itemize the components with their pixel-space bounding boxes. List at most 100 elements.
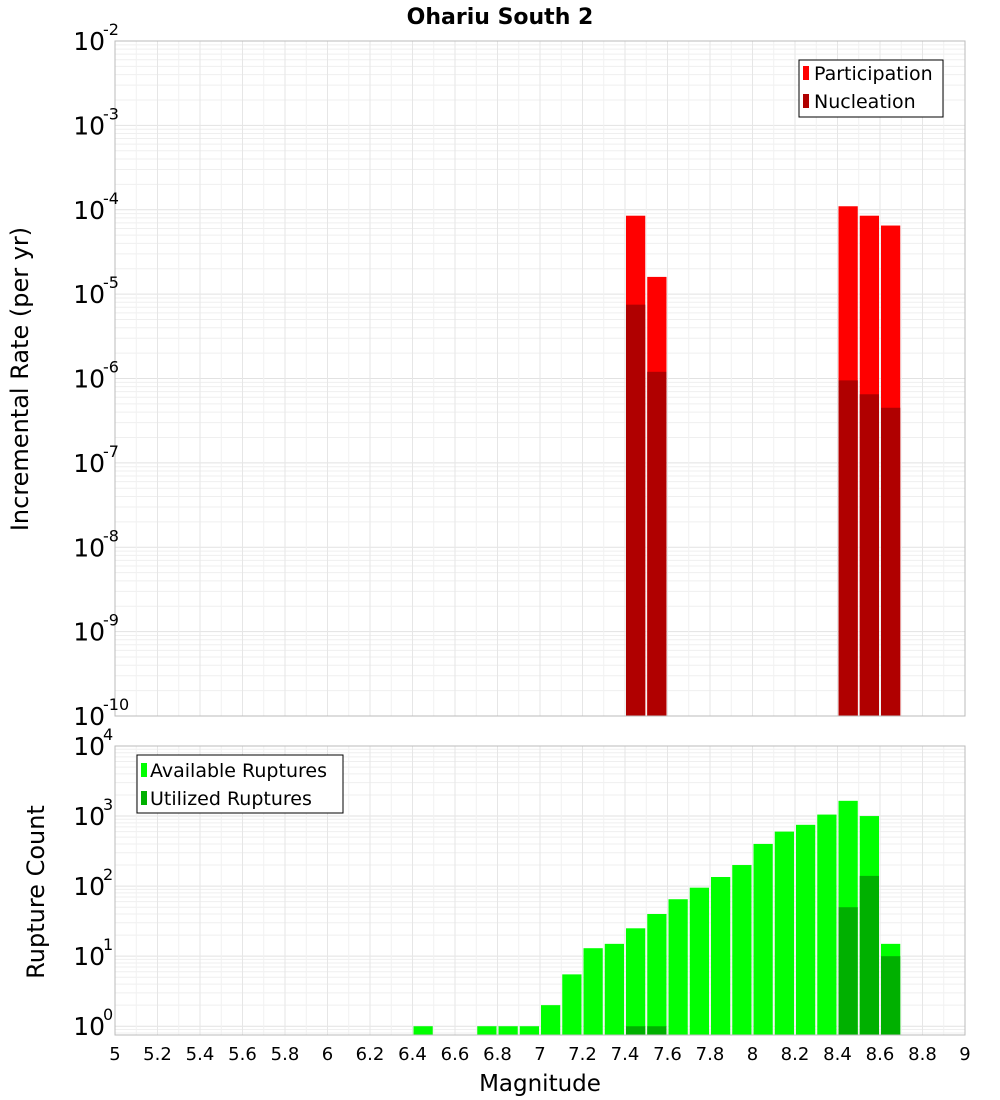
y-tick-exponent: -9 (103, 611, 119, 630)
y-tick-mantissa: 10 (73, 196, 105, 225)
y-tick-exponent: -5 (103, 273, 119, 292)
y-tick-label: 10-10 (73, 695, 129, 731)
bar-available-ruptures (817, 814, 837, 1035)
bar-available-ruptures (477, 1026, 497, 1035)
y-tick-label: 104 (73, 725, 113, 761)
chart-title: Ohariu South 2 (407, 5, 594, 30)
count-x-ticks: 5 5.2 5.4 5.6 5.8 6 6.2 6.4 6.6 6.8 7 7.2 7.4 7.6 7.8 8… (109, 1044, 970, 1065)
y-tick-mantissa: 10 (73, 533, 105, 562)
y-tick-exponent: 0 (103, 1005, 113, 1024)
x-tick-label: 9 (959, 1044, 970, 1065)
bar-nucleation (626, 304, 646, 716)
y-tick-label: 10-6 (73, 358, 119, 394)
legend-label-participation: Participation (814, 63, 933, 85)
x-tick-label: 5 (109, 1044, 120, 1065)
bar-available-ruptures (562, 974, 582, 1035)
y-tick-mantissa: 10 (73, 802, 105, 831)
bar-utilized-ruptures (647, 1026, 667, 1035)
x-tick-label: 8.4 (823, 1044, 852, 1065)
bar-available-ruptures (519, 1026, 539, 1035)
x-tick-label: 6.6 (441, 1044, 470, 1065)
bar-available-ruptures (498, 1026, 518, 1035)
y-tick-label: 103 (73, 795, 113, 831)
rate-plot-border (114, 40, 966, 717)
y-tick-mantissa: 10 (73, 942, 105, 971)
x-tick-label: 5.8 (271, 1044, 300, 1065)
y-tick-label: 102 (73, 865, 113, 901)
legend-swatch-nucleation (803, 94, 809, 108)
count-plot-border (114, 745, 966, 1036)
y-tick-mantissa: 10 (73, 618, 105, 647)
rate-ylabel: Incremental Rate (per yr) (6, 227, 34, 531)
y-tick-exponent: 2 (103, 865, 113, 884)
y-tick-mantissa: 10 (73, 872, 105, 901)
x-tick-label: 8.2 (781, 1044, 810, 1065)
bar-available-ruptures (689, 887, 709, 1035)
bar-utilized-ruptures (626, 1026, 646, 1035)
legend-swatch-utilized (141, 791, 147, 805)
x-tick-label: 7.4 (611, 1044, 640, 1065)
y-tick-mantissa: 10 (73, 27, 105, 56)
y-tick-exponent: 4 (103, 725, 113, 744)
rate-panel: Ohariu South 2 Incremental Rate (per yr)… (6, 5, 966, 731)
bar-nucleation (881, 407, 901, 716)
bar-available-ruptures (413, 1026, 433, 1035)
bar-available-ruptures (774, 831, 794, 1035)
y-tick-exponent: -3 (103, 104, 119, 123)
bar-nucleation (647, 371, 667, 716)
legend-label-utilized: Utilized Ruptures (150, 788, 312, 810)
y-tick-exponent: -6 (103, 358, 119, 377)
y-tick-exponent: -2 (103, 20, 119, 39)
y-tick-label: 10-3 (73, 104, 119, 140)
bar-utilized-ruptures (838, 907, 858, 1035)
x-tick-label: 8.6 (866, 1044, 895, 1065)
bar-available-ruptures (647, 914, 667, 1035)
legend-swatch-participation (803, 66, 809, 80)
y-tick-exponent: -4 (103, 189, 119, 208)
x-tick-label: 7.6 (653, 1044, 682, 1065)
bar-available-ruptures (711, 876, 731, 1035)
x-tick-label: 5.2 (143, 1044, 172, 1065)
y-tick-exponent: -10 (103, 695, 129, 714)
x-tick-label: 7.8 (696, 1044, 725, 1065)
y-tick-label: 10-5 (73, 273, 119, 309)
bar-available-ruptures (626, 928, 646, 1035)
rate-bars (626, 206, 901, 717)
y-tick-mantissa: 10 (73, 365, 105, 394)
bar-nucleation (859, 394, 879, 716)
y-tick-mantissa: 10 (73, 702, 105, 731)
bar-available-ruptures (732, 865, 752, 1035)
x-tick-label: 8.8 (908, 1044, 937, 1065)
y-tick-exponent: -8 (103, 526, 119, 545)
count-legend: Available Ruptures Utilized Ruptures (136, 754, 344, 814)
bar-available-ruptures (583, 948, 603, 1035)
y-tick-label: 10-9 (73, 611, 119, 647)
rate-legend: Participation Nucleation (798, 59, 944, 118)
y-tick-label: 10-8 (73, 526, 119, 562)
bar-utilized-ruptures (881, 956, 901, 1035)
rate-legend-box (798, 59, 944, 118)
y-tick-label: 10-7 (73, 442, 119, 478)
legend-label-nucleation: Nucleation (814, 91, 916, 113)
y-tick-mantissa: 10 (73, 732, 105, 761)
y-tick-exponent: -7 (103, 442, 119, 461)
x-tick-label: 5.6 (228, 1044, 257, 1065)
x-tick-label: 6.4 (398, 1044, 427, 1065)
rate-grid (114, 41, 966, 717)
y-tick-mantissa: 10 (73, 280, 105, 309)
x-tick-label: 7 (534, 1044, 545, 1065)
bar-nucleation (838, 380, 858, 716)
count-legend-box (136, 754, 344, 814)
y-tick-label: 10-4 (73, 189, 119, 225)
bar-available-ruptures (796, 824, 816, 1035)
bar-available-ruptures (753, 843, 773, 1035)
y-tick-label: 101 (73, 935, 113, 971)
bar-utilized-ruptures (859, 875, 879, 1035)
x-tick-label: 7.2 (568, 1044, 597, 1065)
legend-swatch-available (141, 763, 147, 777)
y-tick-label: 10-2 (73, 20, 119, 56)
